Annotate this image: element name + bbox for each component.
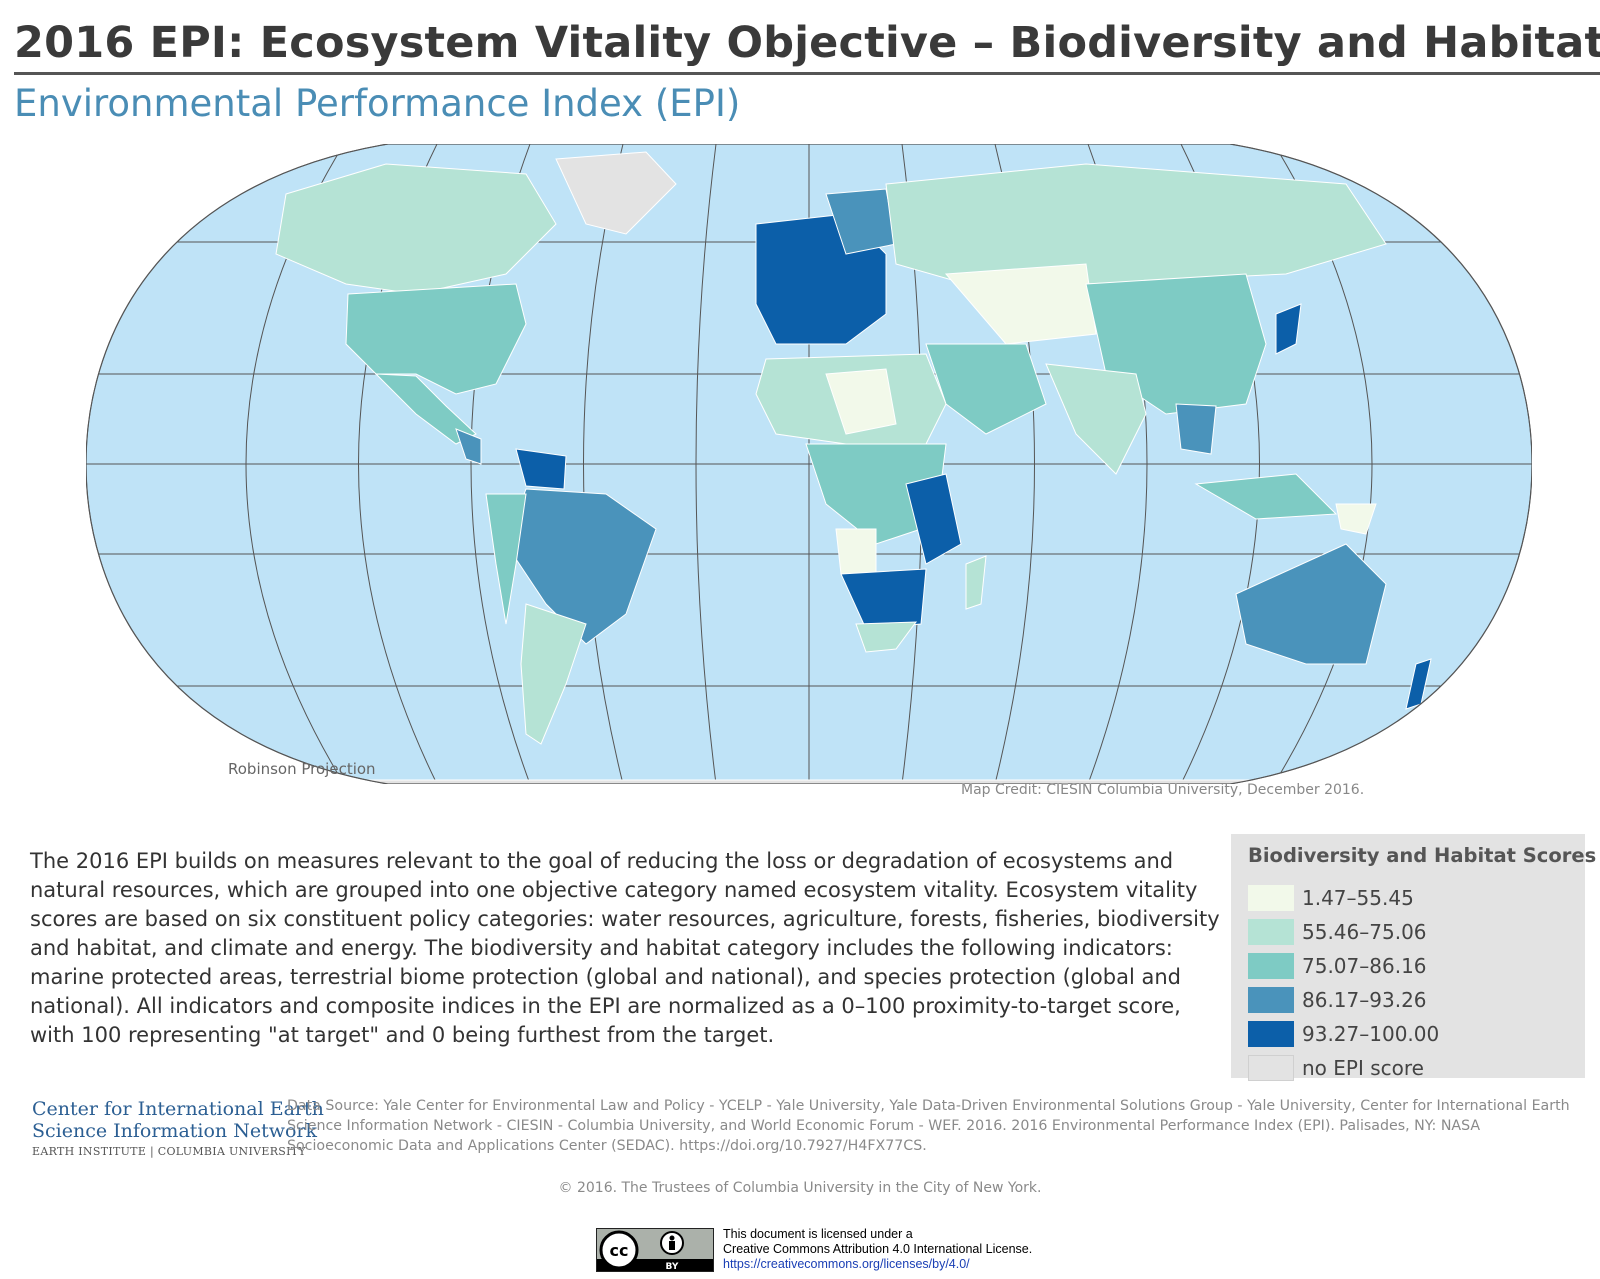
mexico: [374, 373, 477, 445]
data-source: Data Source: Yale Center for Environment…: [287, 1098, 1570, 1154]
legend-swatch: [1248, 1055, 1294, 1081]
projection-label: Robinson Projection: [228, 760, 376, 778]
license-link[interactable]: https://creativecommons.org/licenses/by/…: [723, 1257, 970, 1271]
cc-by-badge: cc BY: [596, 1228, 714, 1272]
cc-by-icon: cc BY: [597, 1229, 713, 1272]
logo-line: Science Information Network: [32, 1120, 318, 1142]
legend-item: no EPI score: [1248, 1054, 1424, 1082]
australia: [1235, 543, 1387, 665]
legend-label: 75.07–86.16: [1302, 954, 1427, 978]
legend: Biodiversity and Habitat Scores 1.47–55.…: [1231, 834, 1596, 1081]
legend-swatch: [1248, 919, 1294, 945]
north-america-north: [275, 163, 557, 295]
indonesia: [1194, 473, 1338, 520]
venezuela: [515, 448, 567, 490]
by-text: BY: [666, 1262, 679, 1271]
russia: [885, 163, 1387, 285]
world-map: [86, 144, 1532, 784]
logo-line: Center for International Earth: [32, 1098, 324, 1120]
south-africa: [855, 621, 918, 653]
copyright: © 2016. The Trustees of Columbia Univers…: [558, 1180, 1042, 1196]
japan: [1275, 303, 1302, 355]
legend-label: 93.27–100.00: [1302, 1022, 1440, 1046]
map-subtitle: Environmental Performance Index (EPI): [14, 82, 741, 125]
cc-text: cc: [610, 1241, 629, 1260]
east-africa: [905, 473, 962, 565]
legend-label: 55.46–75.06: [1302, 920, 1427, 944]
legend-swatch: [1248, 1021, 1294, 1047]
legend-item: 55.46–75.06: [1248, 918, 1427, 946]
argentina-chile: [520, 603, 587, 745]
greenland: [555, 151, 677, 235]
central-africa: [805, 443, 947, 545]
angola: [835, 528, 877, 575]
license-line: Creative Commons Attribution 4.0 Interna…: [723, 1242, 1033, 1256]
map-credit: Map Credit: CIESIN Columbia University, …: [961, 782, 1365, 798]
ciesin-logo: Center for International Earth Science I…: [32, 1098, 324, 1158]
madagascar: [965, 555, 987, 610]
legend-item: 86.17–93.26: [1248, 986, 1427, 1014]
legend-title: Biodiversity and Habitat Scores: [1248, 844, 1597, 867]
legend-label: 1.47–55.45: [1302, 886, 1414, 910]
legend-item: 1.47–55.45: [1248, 884, 1414, 912]
papua: [1335, 503, 1377, 535]
legend-swatch: [1248, 987, 1294, 1013]
southeast-asia: [1175, 403, 1217, 455]
sahel: [825, 368, 897, 435]
license-text: This document is licensed under a Creati…: [723, 1227, 1032, 1272]
description-paragraph: The 2016 EPI builds on measures relevant…: [30, 849, 1220, 1047]
central-america: [455, 428, 482, 465]
land-areas: [205, 151, 1432, 784]
legend-item: 75.07–86.16: [1248, 952, 1427, 980]
south-america-west: [485, 493, 527, 625]
legend-swatch: [1248, 953, 1294, 979]
map-title: 2016 EPI: Ecosystem Vitality Objective –…: [14, 18, 1600, 68]
logo-subline: EARTH INSTITUTE | COLUMBIA UNIVERSITY: [32, 1145, 306, 1158]
southern-africa: [840, 568, 927, 630]
usa: [345, 283, 527, 395]
legend-swatch: [1248, 885, 1294, 911]
license-line: This document is licensed under a: [723, 1227, 913, 1241]
india: [1045, 363, 1147, 475]
title-divider: [14, 72, 1600, 75]
legend-label: 86.17–93.26: [1302, 988, 1427, 1012]
central-asia: [944, 263, 1097, 345]
legend-label: no EPI score: [1302, 1056, 1424, 1080]
legend-item: 93.27–100.00: [1248, 1020, 1439, 1048]
